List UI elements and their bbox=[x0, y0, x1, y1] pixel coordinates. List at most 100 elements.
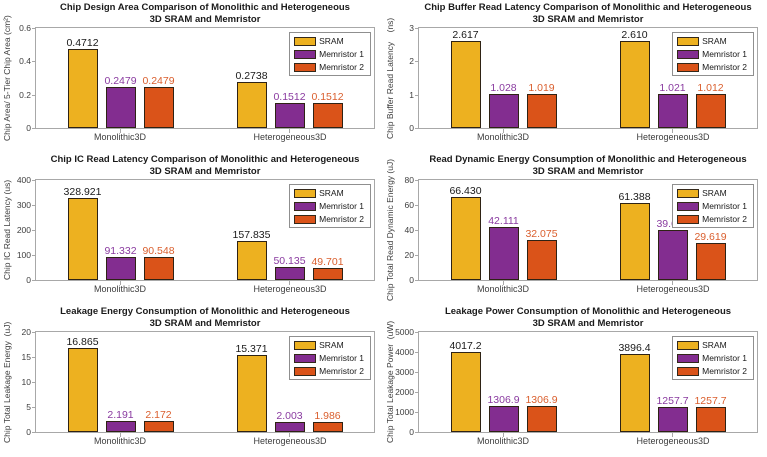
bar-group-heterogeneous3d: 0.2738 0.1512 0.1512 bbox=[235, 28, 344, 128]
plot-area: 0 0.2 0.4 0.6 0.4712 0.2479 0.2479 0.2738 0.1512… bbox=[19, 23, 375, 133]
legend-entry-sram: SRAM bbox=[294, 340, 364, 350]
bar-memristor-2: 1.019 bbox=[526, 82, 557, 128]
bar-value-label: 1306.9 bbox=[487, 393, 520, 406]
legend-entry-sram: SRAM bbox=[677, 340, 747, 350]
chart-title: Leakage Energy Consumption of Monolithic… bbox=[60, 306, 350, 330]
bar-memristor-2: 0.2479 bbox=[142, 75, 175, 128]
bar-value-label: 0.1512 bbox=[311, 90, 344, 103]
x-tick-label-monolithic3d: Monolithic3D bbox=[93, 284, 147, 294]
x-tick-label-heterogeneous3d: Heterogeneous3D bbox=[253, 436, 327, 446]
chart-cell-2: Monolithic3D Heterogeneous3D Chip Buffer R… bbox=[383, 0, 767, 152]
y-tick bbox=[32, 432, 36, 433]
bar-memristor-1: 1257.7 bbox=[656, 395, 689, 432]
y-axis-label: Chip Area/ 5-Tier Chip Area (cm²) bbox=[2, 15, 12, 141]
y-tick-label: 15 bbox=[21, 352, 31, 362]
y-tick-label: 3000 bbox=[395, 367, 414, 377]
legend-swatch bbox=[294, 36, 317, 46]
bar-group-monolithic3d: 16.865 2.191 2.172 bbox=[66, 332, 174, 432]
legend-label: Memristor 2 bbox=[319, 214, 364, 224]
y-tick-label: 200 bbox=[16, 225, 31, 235]
bar-memristor-1: 0.1512 bbox=[273, 91, 306, 128]
x-tick bbox=[672, 129, 673, 133]
legend-swatch bbox=[294, 366, 317, 376]
y-tick bbox=[415, 412, 419, 413]
plot-area: 0 20 40 60 80 66.430 42.111 32.075 61.388 39.655 2… bbox=[405, 175, 758, 285]
bar-value-label: 1.986 bbox=[314, 410, 341, 423]
y-tick-label: 5000 bbox=[395, 327, 414, 337]
y-tick bbox=[415, 432, 419, 433]
legend-label: Memristor 1 bbox=[702, 201, 747, 211]
bar-memristor-1: 1.028 bbox=[488, 82, 519, 128]
y-tick-label: 2 bbox=[409, 56, 414, 67]
legend-entry-sram: SRAM bbox=[294, 36, 364, 46]
legend-label: Memristor 2 bbox=[702, 366, 747, 376]
bar-value-label: 61.388 bbox=[618, 191, 651, 204]
y-tick bbox=[415, 230, 419, 231]
bar-group-heterogeneous3d: 3896.4 1257.7 1257.7 bbox=[618, 332, 727, 432]
bar-sram: 157.835 bbox=[233, 229, 270, 280]
bar-value-label: 0.2479 bbox=[142, 74, 175, 87]
y-tick bbox=[32, 205, 36, 206]
legend-entry-memristor-2: Memristor 2 bbox=[294, 62, 364, 72]
legend-label: SRAM bbox=[319, 340, 344, 350]
legend-entry-memristor-2: Memristor 2 bbox=[294, 214, 364, 224]
y-tick bbox=[32, 357, 36, 358]
bar-value-label: 2.191 bbox=[107, 409, 134, 422]
bar-memristor-2: 1.986 bbox=[312, 410, 343, 432]
y-tick-label: 0 bbox=[409, 275, 414, 285]
bar-memristor-2: 29.619 bbox=[694, 231, 727, 280]
bar-value-label: 1306.9 bbox=[525, 393, 558, 406]
y-tick-label: 0 bbox=[409, 123, 414, 133]
bar-sram: 328.921 bbox=[64, 186, 101, 280]
bar-value-label: 15.371 bbox=[235, 343, 268, 356]
y-tick-label: 0 bbox=[26, 123, 31, 133]
legend-entry-sram: SRAM bbox=[677, 188, 747, 198]
y-tick-label: 3 bbox=[409, 23, 414, 33]
y-tick bbox=[415, 205, 419, 206]
bar-value-label: 2.172 bbox=[145, 409, 172, 422]
chart-title: Chip Buffer Read Latency Comparison of M… bbox=[424, 2, 752, 26]
bar-value-label: 0.2738 bbox=[235, 70, 268, 83]
y-tick bbox=[415, 94, 419, 96]
legend-entry-memristor-2: Memristor 2 bbox=[294, 366, 364, 376]
plot-area: 0 1000 2000 3000 4000 5000 4017.2 1306.9 1306.9 3… bbox=[395, 327, 758, 437]
bar-value-label: 2.617 bbox=[452, 28, 479, 41]
bar-value-label: 2.003 bbox=[276, 410, 303, 422]
legend-entry-memristor-1: Memristor 1 bbox=[677, 201, 747, 211]
bar-memristor-2: 1.012 bbox=[695, 82, 726, 128]
y-tick bbox=[32, 382, 36, 383]
y-tick bbox=[415, 332, 419, 333]
y-tick-label: 4000 bbox=[395, 347, 414, 357]
y-tick bbox=[415, 352, 419, 353]
bar-memristor-1: 0.2479 bbox=[104, 75, 137, 128]
bar-memristor-1: 39.655 bbox=[656, 218, 689, 280]
x-tick-label-heterogeneous3d: Heterogeneous3D bbox=[253, 132, 327, 142]
y-tick-label: 400 bbox=[16, 175, 31, 185]
x-tick-label-monolithic3d: Monolithic3D bbox=[93, 436, 147, 446]
legend-swatch bbox=[294, 340, 317, 350]
legend-swatch bbox=[677, 188, 700, 198]
bar-memristor-2: 90.548 bbox=[142, 245, 175, 280]
y-tick-label: 20 bbox=[21, 327, 31, 337]
chart-cell-4: Monolithic3D Heterogeneous3D Read Dynamic … bbox=[383, 152, 767, 304]
legend: SRAM Memristor 1 Memristor 2 bbox=[289, 336, 371, 380]
x-tick bbox=[503, 281, 504, 285]
bar-value-label: 1257.7 bbox=[694, 394, 727, 407]
y-tick-label: 1 bbox=[409, 89, 414, 100]
legend: SRAM Memristor 1 Memristor 2 bbox=[289, 184, 371, 228]
bar-value-label: 29.619 bbox=[694, 230, 727, 243]
y-tick bbox=[32, 94, 36, 96]
legend-swatch bbox=[677, 214, 700, 224]
legend-swatch bbox=[294, 62, 317, 72]
bar-sram: 61.388 bbox=[618, 191, 651, 280]
legend-entry-memristor-2: Memristor 2 bbox=[677, 62, 747, 72]
bar-memristor-1: 1306.9 bbox=[487, 394, 520, 432]
bar-memristor-2: 1257.7 bbox=[694, 395, 727, 432]
y-axis-label: Chip Buffer Read Latency (ns) bbox=[385, 17, 395, 139]
chart-title: Leakage Power Consumption of Monolithic … bbox=[444, 306, 732, 330]
legend: SRAM Memristor 1 Memristor 2 bbox=[672, 32, 754, 76]
bar-value-label: 1.028 bbox=[490, 81, 517, 94]
legend-label: SRAM bbox=[702, 36, 727, 46]
bar-value-label: 1.021 bbox=[659, 81, 686, 94]
x-tick bbox=[672, 281, 673, 285]
